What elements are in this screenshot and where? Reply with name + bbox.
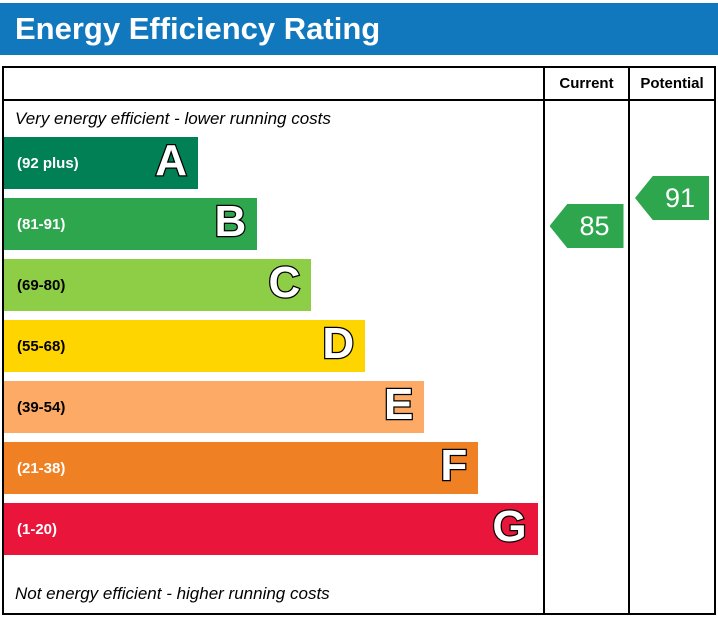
current-column: 85 [543,101,628,613]
caption-bottom: Not energy efficient - higher running co… [15,584,330,603]
band-row-d: (55-68) D [4,318,366,372]
band-letter: B [213,196,247,246]
current-rating-value: 85 [579,210,610,241]
band-range-label: (1-20) [17,520,58,538]
band-range-label: (69-80) [17,276,66,294]
band-letter: A [154,135,188,185]
chart-header-spacer [4,68,543,101]
band-range-label: (21-38) [17,459,66,477]
current-column-header: Current [543,68,628,101]
band-range-label: (92 plus) [17,154,79,172]
band-range-label: (39-54) [17,398,66,416]
potential-rating-value: 91 [664,182,696,213]
potential-column-header: Potential [628,68,714,101]
band-letter: D [321,318,355,368]
band-letter: G [491,501,528,551]
caption-top: Very energy efficient - lower running co… [15,109,331,128]
band-letter: F [439,440,468,490]
band-row-b: (81-91) B [4,196,258,250]
band-letter: C [267,257,301,307]
epc-rating-chart: Current Potential Very energy efficient … [2,66,716,615]
band-range-label: (81-91) [17,215,66,233]
band-range-label: (55-68) [17,337,66,355]
band-row-f: (21-38) F [4,440,479,494]
page-title: Energy Efficiency Rating [0,3,718,55]
band-row-a: (92 plus) A [4,135,199,189]
potential-column: 91 [628,101,714,613]
current-rating-arrow: 85 [549,204,624,248]
band-letter: E [383,379,415,429]
bands-area: Very energy efficient - lower running co… [4,101,543,613]
potential-rating-arrow: 91 [635,176,709,220]
band-bars: (92 plus) A (81-91) B (69-80) C (55-68) D (39-54… [4,137,543,555]
band-row-e: (39-54) E [4,379,425,433]
band-row-g: (1-20) G [4,503,538,555]
page-title-text: Energy Efficiency Rating [15,11,381,46]
band-row-c: (69-80) C [4,257,312,311]
